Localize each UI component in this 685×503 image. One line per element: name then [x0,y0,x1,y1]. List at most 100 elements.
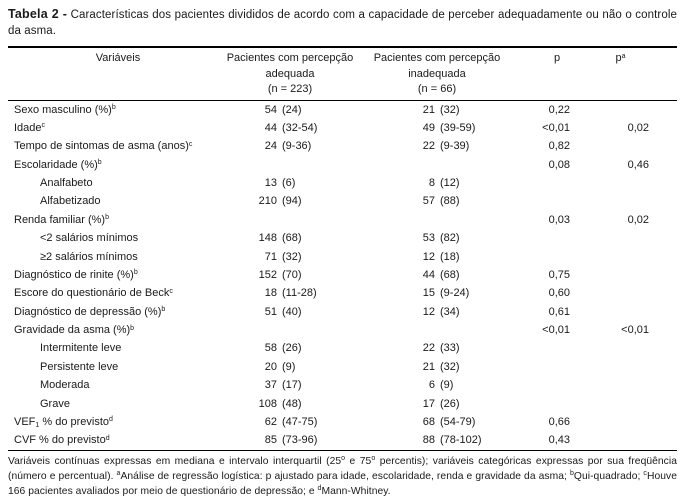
value-inadequada: 57 (88) [352,192,522,210]
value-parenthetical: (48) [282,397,302,410]
row-label: ≥2 salários mínimos [40,250,138,263]
header-adequada-line1: Pacientes com percepção [226,52,354,64]
p-value [522,248,592,266]
value-pair: 8 (12) [352,174,522,192]
value-number: 53 [422,232,435,245]
value-pair: 22 (9-39) [352,137,522,155]
table-header-row: Variáveis Pacientes com percepção adequa… [8,47,677,100]
value-number: 21 [422,103,435,116]
value-number: 15 [422,287,435,300]
table-header: Variáveis Pacientes com percepção adequa… [8,47,677,100]
value-parenthetical: (26) [440,397,460,410]
row-label: Persistente leve [40,360,119,373]
value-parenthetical: (9) [440,379,454,392]
value-inadequada: 8 (12) [352,174,522,192]
value-pair: 88 (78-102) [352,431,522,449]
value-pair: 18 (11-28) [228,284,352,302]
header-p: p [553,52,561,64]
header-pa: pa [615,52,626,64]
value-pair: 15 (9-24) [352,284,522,302]
p-value: 0,66 [548,415,570,428]
table-row: Renda familiar (%)b 0,03 0,02 [8,211,677,229]
row-label: <2 salários mínimos [40,232,139,245]
row-label: Sexo masculino (%)b [14,103,116,116]
value-adequada: 71 (32) [228,248,352,266]
value-parenthetical: (88) [440,195,460,208]
value-parenthetical: (33) [440,342,460,355]
value-number: 88 [422,434,435,447]
value-number: 54 [264,103,277,116]
value-pair: 71 (32) [228,248,352,266]
header-adequada-line2: adequada [265,67,315,80]
value-adequada: 18 (11-28) [228,284,352,302]
value-number: 12 [422,305,435,318]
p-value [522,395,592,413]
table-row: <2 salários mínimos 148 (68) 53 (82) [8,229,677,247]
value-parenthetical: (32-54) [282,121,318,134]
value-parenthetical: (82) [440,232,460,245]
table-row: ≥2 salários mínimos 71 (32) 12 (18) [8,248,677,266]
pa-value [592,192,677,210]
value-parenthetical: (26) [282,342,302,355]
pa-value: 0,46 [627,158,649,171]
value-parenthetical: (47-75) [282,415,318,428]
p-value [522,339,592,357]
value-parenthetical: (68) [282,232,302,245]
value-inadequada: 22 (33) [352,339,522,357]
value-adequada: 13 (6) [228,174,352,192]
value-inadequada [352,156,522,174]
value-parenthetical: (6) [282,177,296,189]
value-adequada [228,321,352,339]
p-value: 0,08 [548,158,570,171]
value-number: 17 [422,397,435,410]
p-value: <0,01 [542,324,570,336]
value-adequada: 108 (48) [228,395,352,413]
value-number: 62 [264,415,277,428]
value-inadequada: 53 (82) [352,229,522,247]
header-inadequada: Pacientes com percepção inadequada (n = … [352,47,522,100]
value-inadequada: 44 (68) [352,266,522,284]
value-number: 68 [422,415,435,428]
value-parenthetical: (40) [282,305,302,318]
pa-value [592,395,677,413]
value-pair: 6 (9) [352,376,522,394]
table-row: Diagnóstico de depressão (%)b 51 (40) 12 (34… [8,303,677,321]
row-label: Analfabeto [40,177,93,189]
table-caption-number: Tabela 2 - [8,7,68,21]
value-pair: 53 (82) [352,229,522,247]
pa-value [592,229,677,247]
value-parenthetical: (18) [440,250,460,263]
value-parenthetical: (9-36) [282,140,312,153]
value-pair: 12 (34) [352,303,522,321]
table-row: Alfabetizado 210 (94) 57 (88) [8,192,677,210]
table-footnote: Variáveis contínuas expressas em mediana… [8,455,677,497]
row-label: Idadec [14,121,46,134]
value-adequada: 152 (70) [228,266,352,284]
value-number: 37 [264,379,277,392]
value-parenthetical: (54-79) [440,415,476,428]
row-label: VEF1 % do previstod [14,415,113,429]
value-number: 24 [264,140,277,153]
value-parenthetical: (32) [282,250,302,263]
value-inadequada: 21 (32) [352,358,522,376]
value-inadequada: 49 (39-59) [352,119,522,137]
value-number: 58 [264,342,277,355]
value-inadequada: 15 (9-24) [352,284,522,302]
value-number: 57 [422,195,435,208]
value-number: 8 [428,177,435,189]
header-inadequada-line2: inadequada [408,67,466,80]
value-pair: 57 (88) [352,192,522,210]
value-adequada: 20 (9) [228,358,352,376]
value-inadequada [352,211,522,229]
value-parenthetical: (68) [440,268,460,281]
pa-value [592,303,677,321]
value-number: 152 [258,268,277,281]
value-number: 51 [264,305,277,318]
value-pair: 12 (18) [352,248,522,266]
table-row: Intermitente leve 58 (26) 22 (33) [8,339,677,357]
value-pair: 13 (6) [228,174,352,192]
row-label: Gravidade da asma (%)b [14,324,135,336]
value-number: 22 [422,342,435,355]
value-number: 148 [258,232,277,245]
pa-value [592,376,677,394]
